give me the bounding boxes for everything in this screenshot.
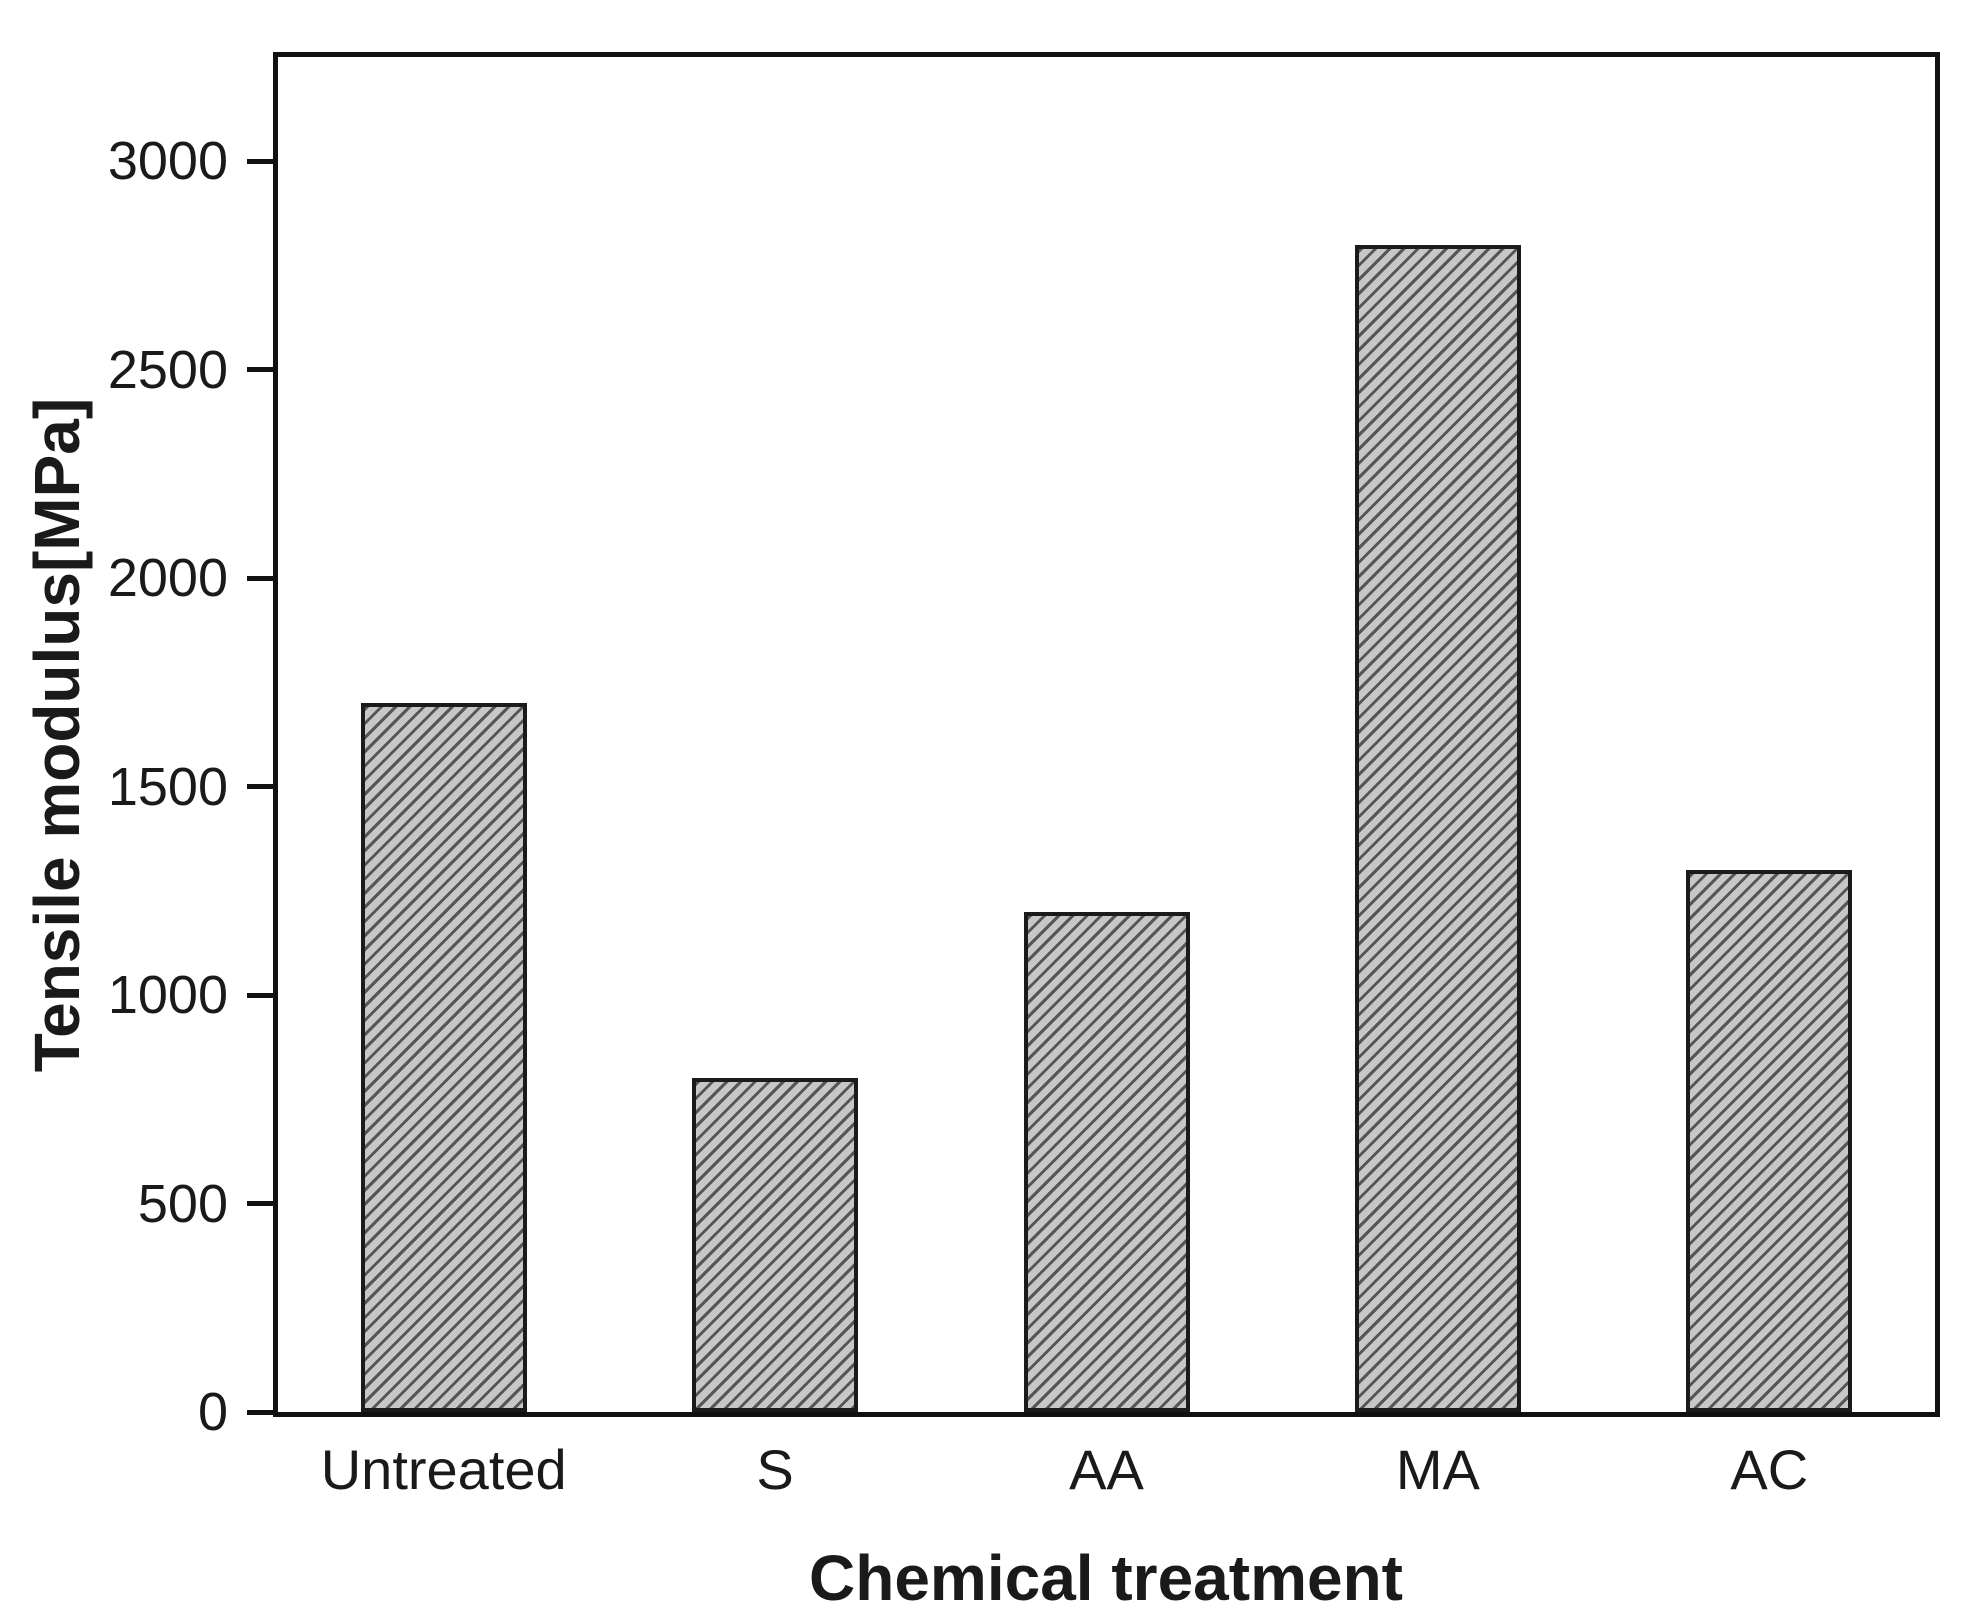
y-axis-tick-label: 1000 [107, 965, 228, 1026]
x-category-label-s: S [756, 1438, 794, 1501]
y-axis-tick-label: 2000 [107, 548, 228, 609]
plot-inner: 0 500 1000 1500 2000 2500 3000 Untreated S AA MA AC [108, 57, 1935, 1500]
y-axis-tick-label: 3000 [107, 131, 228, 192]
y-axis-tick-label: 0 [197, 1382, 228, 1442]
y-axis-tick [247, 367, 273, 373]
bar-s [692, 1078, 859, 1412]
y-axis-tick [247, 158, 273, 164]
x-axis-title: Chemical treatment [809, 1542, 1403, 1614]
bar-ac [1686, 870, 1853, 1412]
y-axis-tick [247, 575, 273, 581]
y-axis-tick [247, 992, 273, 998]
x-category-label-aa: AA [1069, 1438, 1144, 1501]
y-axis-tick-label: 1500 [107, 756, 228, 817]
y-axis-tick [247, 1201, 273, 1207]
bar-ma [1354, 244, 1521, 1412]
plot-area: 0 500 1000 1500 2000 2500 3000 Untreated S AA MA AC [108, 52, 1940, 1500]
bar-untreated [360, 703, 527, 1412]
y-axis-tick [247, 1409, 273, 1415]
x-category-label-ma: MA [1395, 1438, 1480, 1501]
x-category-label-untreated: Untreated [320, 1438, 567, 1501]
y-axis-tick-label: 2500 [107, 339, 228, 400]
bar-aa [1023, 911, 1190, 1412]
y-axis-tick-label: 500 [137, 1173, 228, 1234]
y-axis-tick [247, 784, 273, 790]
x-category-label-ac: AC [1730, 1438, 1809, 1501]
